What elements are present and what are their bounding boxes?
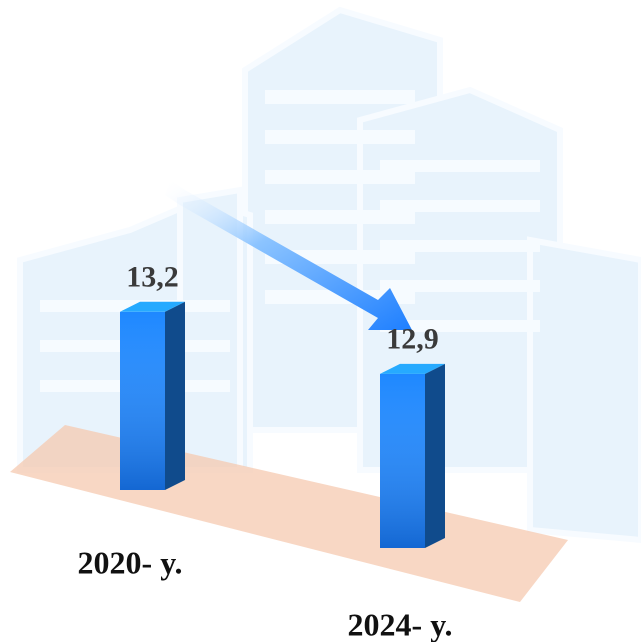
value-label: 13,2	[126, 261, 179, 294]
trend-arrow	[165, 180, 412, 330]
bar-shade	[120, 311, 165, 490]
bar-side	[425, 363, 445, 548]
bar-top	[380, 363, 445, 374]
value-label: 12,9	[386, 323, 439, 356]
bar-shade	[380, 373, 425, 548]
bar-top	[120, 301, 185, 312]
bar-side	[165, 301, 185, 490]
category-label: 2020- y.	[78, 544, 183, 580]
category-label: 2024- y.	[348, 606, 453, 642]
